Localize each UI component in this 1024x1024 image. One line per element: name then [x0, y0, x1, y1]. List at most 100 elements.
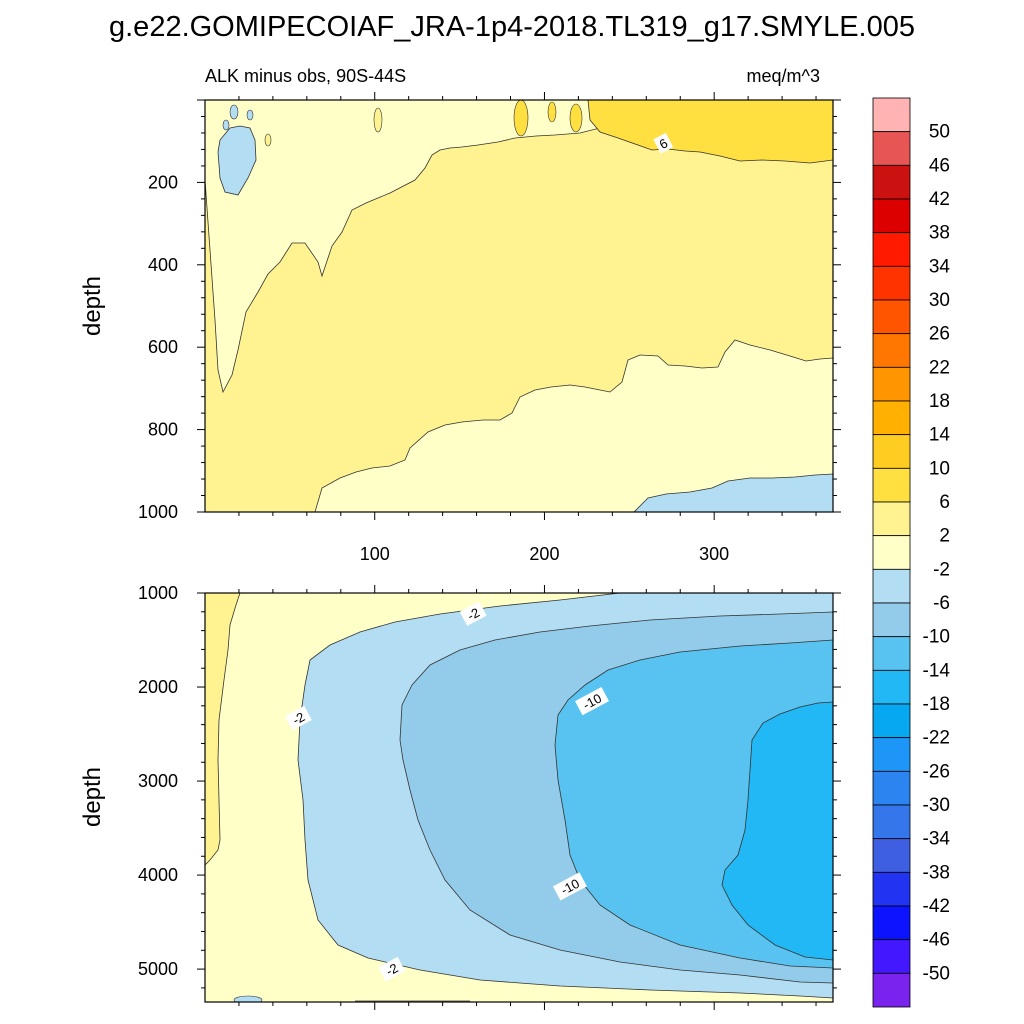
colorbar-swatch [872, 131, 911, 166]
y-tick-label: 5000 [138, 959, 178, 979]
x-tick-label: 300 [699, 544, 729, 564]
colorbar-swatch [872, 838, 911, 873]
colorbar-label: 34 [929, 256, 951, 277]
colorbar-swatch [872, 366, 911, 402]
colorbar-label: 6 [939, 492, 950, 513]
upper-blue-speck [222, 119, 230, 131]
colorbar-label: -30 [923, 795, 950, 816]
upper-panel-subtitle-left: ALK minus obs, 90S-44S [205, 66, 406, 86]
colorbar-label: 42 [929, 189, 950, 210]
colorbar-swatch [872, 535, 911, 570]
y-tick-label: 200 [148, 172, 178, 192]
colorbar-swatch [872, 333, 911, 368]
colorbar-swatch [872, 972, 911, 1008]
colorbar-label: 26 [929, 324, 950, 345]
colorbar-swatch [872, 198, 911, 234]
colorbar-swatch [872, 232, 911, 267]
colorbar-swatch [872, 602, 911, 638]
colorbar-label: -50 [923, 963, 950, 984]
contour-label: -2 [378, 956, 406, 982]
y-tick-label: 4000 [138, 865, 178, 885]
upper-speck [264, 133, 272, 147]
colorbar-swatch [872, 737, 911, 772]
upper-speck [569, 103, 583, 133]
colorbar-label: -6 [933, 593, 950, 614]
colorbar-label: 14 [929, 425, 951, 446]
colorbar-label: 46 [929, 155, 950, 176]
upper-speck [513, 100, 529, 137]
lower-y-tick-labels: 1000 2000 3000 4000 5000 [138, 583, 178, 979]
colorbar-label: 38 [929, 223, 950, 244]
lower-region-neg18-to-neg14 [721, 701, 833, 961]
colorbar-swatch [872, 636, 911, 671]
upper-blue-speck [229, 104, 239, 120]
upper-region-shallow-neg2-to-2 [205, 100, 601, 394]
colorbar-label: 30 [929, 290, 950, 311]
colorbar-swatch [872, 568, 911, 604]
colorbar-label: -18 [923, 694, 950, 715]
lower-plot-frame [204, 592, 834, 1003]
colorbar-label: 50 [929, 122, 950, 143]
contour-label-bg [552, 872, 587, 901]
upper-blue-speck [246, 109, 254, 121]
colorbar-swatch [872, 467, 911, 503]
colorbar-label: -14 [923, 660, 951, 681]
upper-contour-fields [205, 100, 833, 512]
colorbar-swatch [872, 871, 911, 907]
colorbar-label: 18 [929, 391, 950, 412]
x-tick-label: 200 [529, 544, 559, 564]
lower-contour-fields [205, 593, 833, 1002]
contour-label-bg [378, 956, 406, 982]
contour-label-bg [653, 132, 674, 154]
y-tick-label: 1000 [138, 502, 178, 522]
lower-region-2-to-6 [205, 593, 241, 866]
upper-contour-labels: 6 [653, 132, 674, 154]
contour-label-bg [284, 705, 312, 731]
upper-y-tick-labels: 200 400 600 800 1000 [138, 172, 178, 522]
colorbar-swatch [872, 164, 911, 200]
colorbar-label: -2 [933, 559, 950, 580]
colorbar-swatch [872, 939, 911, 974]
colorbar-label: -34 [923, 829, 951, 850]
colorbar-label: 10 [929, 458, 950, 479]
colorbar-label: -10 [923, 627, 950, 648]
colorbar-label: 22 [929, 357, 950, 378]
upper-panel-subtitle-right: meq/m^3 [747, 66, 820, 86]
colorbar-label: -26 [923, 761, 950, 782]
colorbar-swatch [872, 299, 911, 335]
colorbar-swatch [872, 669, 911, 705]
colorbar-label: -38 [923, 862, 950, 883]
upper-region-deep-neg2-to-2 [314, 339, 833, 512]
colorbar-swatch [872, 770, 911, 806]
upper-region-6-to-10 [587, 100, 833, 164]
colorbar-swatch [872, 501, 911, 537]
contour-label-bg [574, 687, 609, 716]
lower-bottom-speck [233, 995, 263, 1002]
colorbar-label: -22 [923, 728, 950, 749]
colorbar-swatch [872, 265, 911, 301]
colorbar-swatch [872, 905, 911, 941]
contour-label-bg [459, 601, 487, 626]
colorbar-label: -42 [923, 896, 950, 917]
contour-label: -2 [459, 601, 487, 626]
colorbar: 50 46 42 38 34 30 26 22 18 14 10 6 2 -2 -6 -10 -14 -18 -22… [872, 97, 951, 1008]
y-tick-label: 3000 [138, 771, 178, 791]
y-tick-label: 800 [148, 420, 178, 440]
y-tick-label: 1000 [138, 583, 178, 603]
upper-speck [373, 107, 383, 133]
figure-title: g.e22.GOMIPECOIAF_JRA-1p4-2018.TL319_g17… [109, 11, 915, 43]
y-tick-label: 400 [148, 255, 178, 275]
lower-y-axis-label: depth [79, 767, 106, 827]
x-tick-label: 100 [360, 544, 390, 564]
colorbar-swatch [872, 434, 911, 469]
upper-y-axis-label: depth [79, 276, 106, 336]
contour-label: -2 [284, 705, 312, 731]
upper-axis-ticks [197, 92, 841, 520]
colorbar-label: 2 [939, 526, 950, 547]
y-tick-label: 600 [148, 337, 178, 357]
colorbar-swatch [872, 703, 911, 739]
colorbar-swatch [872, 400, 911, 436]
contour-label: 6 [653, 132, 674, 154]
